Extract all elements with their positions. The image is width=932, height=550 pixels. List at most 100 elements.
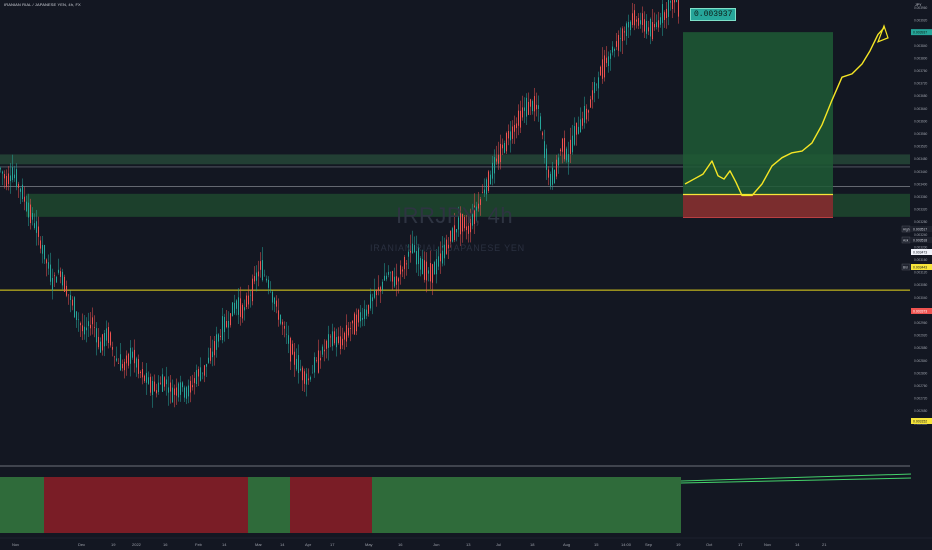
- price-tick-label[interactable]: 0.003280: [914, 220, 928, 224]
- candle[interactable]: [492, 162, 493, 179]
- time-tick-label[interactable]: Nov: [764, 542, 771, 547]
- candle[interactable]: [66, 285, 67, 296]
- candle[interactable]: [34, 223, 35, 229]
- candle[interactable]: [8, 173, 9, 185]
- entry-price-tag[interactable]: 0.003443: [913, 265, 927, 269]
- candle[interactable]: [618, 34, 619, 51]
- candle[interactable]: [144, 375, 145, 382]
- candle[interactable]: [624, 31, 625, 33]
- time-tick-label[interactable]: Mar: [255, 542, 263, 547]
- candle[interactable]: [534, 96, 535, 112]
- candle[interactable]: [626, 23, 627, 37]
- candle[interactable]: [290, 338, 291, 362]
- candle[interactable]: [182, 382, 183, 388]
- candle[interactable]: [660, 17, 661, 25]
- time-tick-label[interactable]: 19: [676, 542, 681, 547]
- candle[interactable]: [6, 175, 7, 188]
- candle[interactable]: [562, 138, 563, 152]
- candle[interactable]: [292, 343, 293, 355]
- indicator-segment[interactable]: [44, 477, 248, 533]
- candle[interactable]: [26, 201, 27, 211]
- candle[interactable]: [462, 213, 463, 232]
- candle[interactable]: [620, 38, 621, 39]
- candle[interactable]: [432, 264, 433, 283]
- candle[interactable]: [678, 0, 679, 17]
- candle[interactable]: [176, 387, 177, 396]
- candle[interactable]: [36, 221, 37, 233]
- candle[interactable]: [118, 363, 119, 364]
- candle[interactable]: [634, 10, 635, 26]
- candle[interactable]: [68, 294, 69, 296]
- candle[interactable]: [146, 372, 147, 383]
- candle[interactable]: [214, 341, 215, 356]
- candle[interactable]: [142, 369, 143, 378]
- candle[interactable]: [304, 371, 305, 384]
- time-tick-label[interactable]: 17: [330, 542, 335, 547]
- candle[interactable]: [158, 382, 159, 393]
- price-tick-label[interactable]: 0.002880: [914, 346, 928, 350]
- price-tick-label[interactable]: 0.002840: [914, 359, 928, 363]
- time-tick-label[interactable]: 21: [822, 542, 827, 547]
- candle[interactable]: [518, 110, 519, 126]
- candle[interactable]: [474, 205, 475, 224]
- price-tick-label[interactable]: 0.002920: [914, 334, 928, 338]
- candle[interactable]: [400, 265, 401, 275]
- price-tick-label[interactable]: 0.003760: [914, 69, 928, 73]
- candle[interactable]: [78, 319, 79, 320]
- candle[interactable]: [528, 101, 529, 115]
- candle[interactable]: [268, 279, 269, 288]
- candle[interactable]: [640, 20, 641, 25]
- candle[interactable]: [408, 251, 409, 257]
- price-tick-label[interactable]: 0.002960: [914, 321, 928, 325]
- candle[interactable]: [566, 148, 567, 161]
- candle[interactable]: [276, 300, 277, 307]
- time-tick-label[interactable]: Sep: [645, 542, 653, 547]
- candle[interactable]: [316, 360, 317, 361]
- candle[interactable]: [388, 271, 389, 275]
- candle[interactable]: [162, 374, 163, 392]
- candle[interactable]: [596, 84, 597, 86]
- target-price-tag[interactable]: 0.003937: [913, 30, 927, 34]
- price-tick-label[interactable]: 0.003040: [914, 296, 928, 300]
- candle[interactable]: [466, 226, 467, 231]
- candle[interactable]: [156, 390, 157, 394]
- candle[interactable]: [448, 244, 449, 249]
- candle[interactable]: [314, 357, 315, 373]
- candle[interactable]: [504, 142, 505, 153]
- loss-zone[interactable]: [683, 194, 833, 218]
- indicator-segment[interactable]: [372, 477, 681, 533]
- candle[interactable]: [328, 334, 329, 348]
- candle[interactable]: [318, 350, 319, 373]
- price-tick-label[interactable]: 0.003600: [914, 119, 928, 123]
- candle[interactable]: [326, 340, 327, 349]
- candle[interactable]: [204, 365, 205, 376]
- time-tick-label[interactable]: Feb: [195, 542, 203, 547]
- candle[interactable]: [242, 304, 243, 319]
- candle[interactable]: [356, 314, 357, 332]
- candle[interactable]: [188, 385, 189, 397]
- candle[interactable]: [440, 253, 441, 262]
- candle[interactable]: [420, 258, 421, 270]
- target-price-badge[interactable]: 0.003937: [690, 8, 737, 21]
- candle[interactable]: [84, 326, 85, 335]
- candle[interactable]: [600, 66, 601, 76]
- time-tick-label[interactable]: 14: [280, 542, 285, 547]
- time-tick-label[interactable]: 14: [795, 542, 800, 547]
- candle[interactable]: [248, 295, 249, 305]
- candle[interactable]: [556, 159, 557, 177]
- candle[interactable]: [64, 276, 65, 292]
- candle[interactable]: [584, 105, 585, 123]
- candle[interactable]: [426, 261, 427, 281]
- candle[interactable]: [644, 19, 645, 32]
- candle[interactable]: [434, 262, 435, 275]
- candle[interactable]: [106, 328, 107, 341]
- candle[interactable]: [508, 131, 509, 139]
- candle[interactable]: [542, 132, 543, 136]
- indicator-segment[interactable]: [0, 477, 44, 533]
- candle[interactable]: [502, 144, 503, 149]
- time-tick-label[interactable]: 15: [594, 542, 599, 547]
- candle[interactable]: [298, 355, 299, 374]
- candle[interactable]: [22, 184, 23, 199]
- price-tick-label[interactable]: 0.003520: [914, 145, 928, 149]
